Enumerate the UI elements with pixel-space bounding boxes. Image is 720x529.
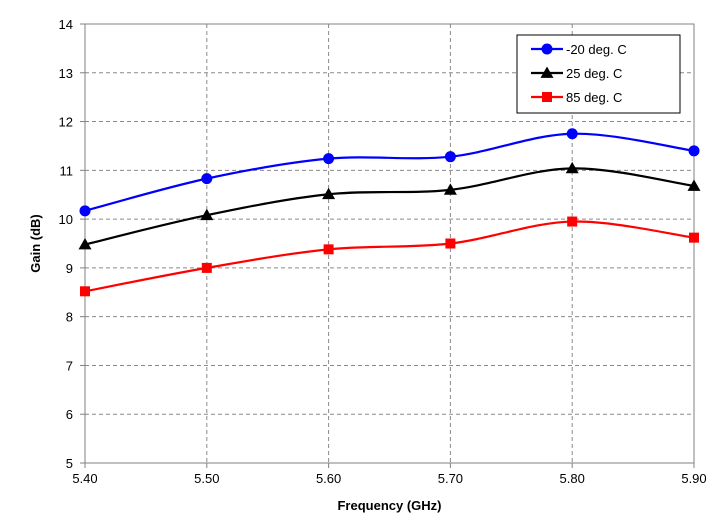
y-tick-label: 11	[60, 163, 74, 178]
y-tick-label: 5	[66, 456, 73, 471]
x-axis-ticks: 5.40 5.50 5.60 5.70 5.80 5.90	[72, 463, 707, 486]
series-line	[84, 132, 695, 212]
x-tick-label: 5.90	[681, 471, 706, 486]
y-tick-label: 9	[66, 261, 73, 276]
y-tick-label: 12	[59, 115, 73, 130]
data-point	[80, 286, 90, 297]
data-point	[323, 244, 334, 255]
data-point	[443, 183, 457, 195]
data-point	[78, 237, 92, 250]
x-axis-title: Frequency (GHz)	[337, 498, 441, 513]
data-point	[323, 153, 335, 165]
series-line	[84, 220, 695, 293]
x-tick-label: 5.50	[194, 471, 219, 486]
data-point	[444, 151, 456, 163]
y-tick-label: 14	[59, 17, 73, 32]
x-tick-label: 5.40	[72, 471, 97, 486]
y-tick-label: 7	[66, 358, 73, 373]
data-point	[322, 187, 336, 200]
data-point	[201, 262, 212, 273]
data-point	[565, 161, 579, 174]
series	[78, 128, 701, 297]
y-axis-title: Gain (dB)	[28, 214, 43, 273]
data-point	[200, 208, 214, 221]
data-point	[688, 145, 700, 157]
y-tick-label: 8	[66, 310, 73, 325]
data-point	[689, 232, 699, 243]
grid	[85, 24, 694, 463]
y-tick-label: 10	[59, 212, 73, 227]
x-tick-label: 5.60	[316, 471, 341, 486]
data-point	[566, 128, 578, 140]
y-axis-ticks: 5 6 7 8 9 10 11 12 13 14	[59, 17, 85, 471]
legend-marker	[541, 43, 553, 55]
data-point	[79, 205, 91, 217]
legend-item: -20 deg. C	[531, 42, 627, 57]
legend-item: 25 deg. C	[531, 66, 622, 81]
y-tick-label: 13	[59, 66, 73, 81]
legend-label: 85 deg. C	[566, 90, 622, 105]
legend-marker	[542, 92, 552, 102]
legend-label: 25 deg. C	[566, 66, 622, 81]
data-point	[687, 179, 701, 191]
data-point	[201, 173, 213, 185]
series-3	[80, 216, 699, 297]
legend-marker	[540, 66, 554, 78]
series-line	[84, 167, 695, 246]
x-tick-label: 5.80	[560, 471, 585, 486]
series-2	[78, 161, 701, 250]
legend: -20 deg. C 25 deg. C 85 deg. C	[516, 34, 681, 114]
data-point	[567, 216, 578, 227]
legend-item: 85 deg. C	[531, 90, 622, 105]
data-point	[445, 238, 456, 249]
series-1	[79, 128, 700, 217]
x-tick-label: 5.70	[438, 471, 463, 486]
legend-label: -20 deg. C	[566, 42, 627, 57]
y-tick-label: 6	[66, 407, 73, 422]
